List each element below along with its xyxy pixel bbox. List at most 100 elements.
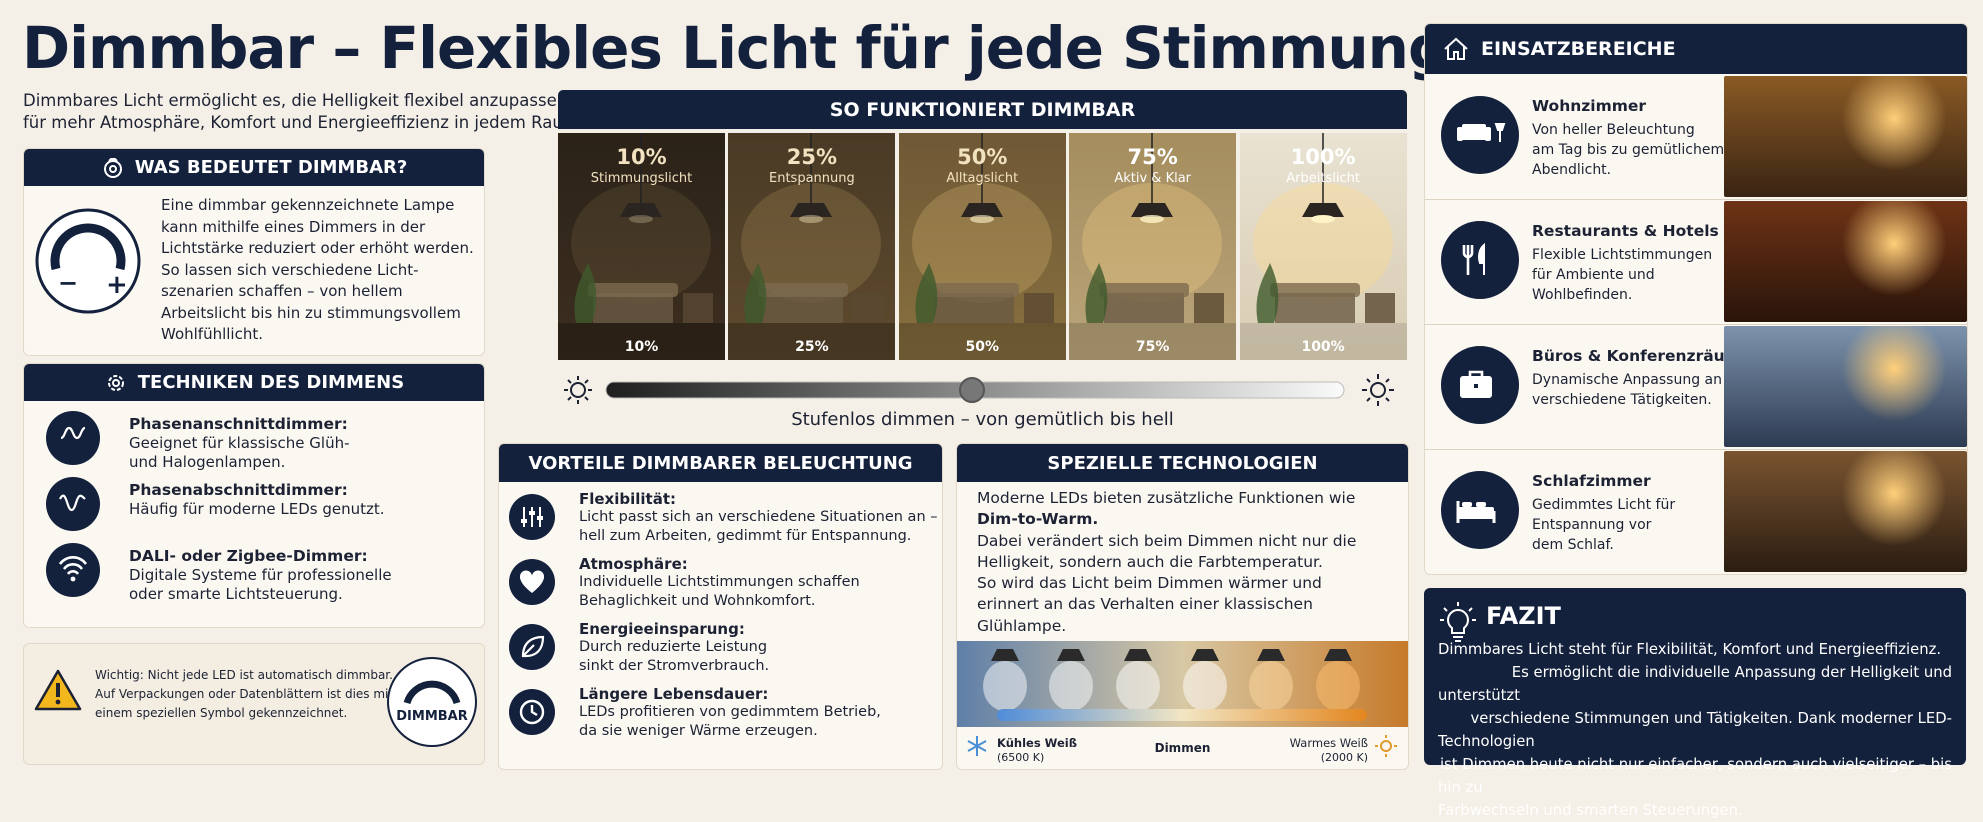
item-text: Häufig für moderne LEDs genutzt. — [129, 500, 385, 518]
graphic — [593, 293, 673, 323]
panel-label: Aktiv & Klar — [1114, 171, 1192, 186]
graphic — [1249, 661, 1293, 711]
infographic: Dimmbar – Flexibles Licht für jede Stimm… — [22, 14, 1968, 819]
graphic — [1274, 293, 1355, 323]
graphic — [744, 263, 767, 323]
graphic — [758, 283, 849, 297]
graphic — [629, 215, 653, 223]
scene — [728, 133, 896, 360]
panel-scene — [558, 133, 725, 360]
graphic — [588, 283, 678, 297]
item-name: Wohnzimmer — [1532, 97, 1647, 115]
graphic — [983, 661, 1027, 711]
card-header: EINSATZBEREICHE — [1425, 24, 1967, 74]
graphic — [1239, 323, 1407, 360]
graphic — [1269, 283, 1360, 297]
dimming-panels: 10% Stimmungslicht 10% 25% Entspannung 25% 5… — [558, 133, 1407, 360]
tech-text: Moderne LEDs bieten zusätzliche Funktion… — [977, 488, 1356, 637]
graphic — [1310, 215, 1335, 223]
warning-card: Wichtig: Nicht jede LED ist automatisch … — [23, 643, 485, 765]
card-header: WAS BEDEUTET DIMMBAR? — [24, 149, 484, 186]
graphic — [1069, 323, 1237, 360]
item-name: Längere Lebensdauer: — [579, 685, 769, 703]
panel-label: Stimmungslicht — [590, 171, 693, 186]
icon-circle — [1441, 96, 1519, 174]
panel-percent: 10% — [616, 145, 667, 169]
icon-circle — [1441, 221, 1519, 299]
icon-circle — [509, 624, 555, 670]
photo — [1724, 326, 1967, 447]
graphic — [537, 516, 543, 520]
graphic — [728, 323, 896, 360]
graphic — [103, 159, 122, 178]
graphic — [529, 511, 535, 515]
graphic — [1456, 501, 1496, 523]
graphic — [107, 374, 124, 391]
icon — [521, 507, 543, 527]
item-text: Durch reduzierte Leistung sinkt der Stro… — [579, 639, 770, 674]
graphic — [969, 215, 994, 223]
graphic — [1447, 608, 1469, 634]
graphic — [111, 378, 120, 387]
dim-panel: 10% Stimmungslicht 10% — [558, 133, 725, 360]
graphic — [50, 223, 126, 271]
graphic — [1049, 661, 1093, 711]
dim-panel: 75% Aktiv & Klar 75% — [1069, 133, 1237, 360]
graphic — [55, 699, 61, 705]
graphic — [558, 323, 725, 360]
card-header: SPEZIELLE TECHNOLOGIEN — [957, 444, 1408, 482]
item-text: Geeignet für klassische Glüh- und Haloge… — [129, 434, 350, 471]
graphic — [1460, 130, 1488, 140]
item-text: Digitale Systeme für professionelle oder… — [129, 566, 392, 603]
slider — [564, 374, 1394, 406]
icon — [1457, 123, 1506, 142]
graphic — [960, 203, 1003, 217]
photo — [1724, 201, 1967, 322]
graphic — [1457, 127, 1463, 141]
dimmbar-symbol: DIMMBAR — [387, 657, 477, 747]
card-title: VORTEILE DIMMBARER BELEUCHTUNG — [528, 452, 913, 474]
graphic — [997, 709, 1367, 721]
icon — [521, 635, 545, 658]
graphic — [564, 376, 592, 404]
icon — [1444, 37, 1468, 60]
graphic — [853, 293, 884, 323]
card: VORTEILE DIMMBARER BELEUCHTUNG Flexibili… — [498, 443, 943, 770]
icon — [1460, 370, 1492, 398]
card-text: Eine dimmbar gekennzeichnete Lampe kann … — [161, 196, 474, 343]
panel-percent: 25% — [786, 145, 838, 169]
graphic — [967, 736, 987, 756]
graphic — [967, 736, 987, 756]
highlight: Dim-to-Warm. — [977, 510, 1099, 529]
section-header: SO FUNKTIONIERT DIMMBAR — [558, 90, 1407, 129]
scene — [558, 133, 725, 360]
graphic — [1462, 502, 1472, 507]
card: EINSATZBEREICHE Wohnzimmer Von heller Bel… — [1424, 23, 1968, 575]
item-text: Gedimmtes Licht für Entspannung vor dem … — [1532, 497, 1676, 553]
card-title: WAS BEDEUTET DIMMBAR? — [134, 157, 408, 178]
icon — [60, 426, 86, 440]
icon — [107, 374, 124, 391]
graphic — [521, 519, 527, 523]
graphic — [56, 683, 60, 697]
icon — [58, 556, 88, 582]
graphic — [1485, 127, 1491, 141]
separator — [1425, 324, 1967, 325]
graphic — [763, 293, 844, 323]
scene — [1069, 133, 1237, 360]
dim-panel: 50% Alltagslicht 50% — [898, 133, 1066, 360]
graphic — [1131, 203, 1174, 217]
graphic — [530, 705, 538, 717]
graphic — [1124, 649, 1152, 661]
graphic — [898, 323, 1066, 360]
dim-panel: 25% Entspannung 25% — [728, 133, 896, 360]
cool-kelvin: (6500 K) — [997, 751, 1045, 764]
graphic — [1494, 123, 1506, 142]
item-name: Energieeinsparung: — [579, 620, 745, 638]
graphic — [571, 183, 711, 303]
graphic — [59, 494, 86, 512]
graphic — [1194, 293, 1225, 323]
icon — [1462, 242, 1485, 275]
item-name: DALI- oder Zigbee-Dimmer: — [129, 547, 368, 565]
graphic — [741, 183, 882, 303]
